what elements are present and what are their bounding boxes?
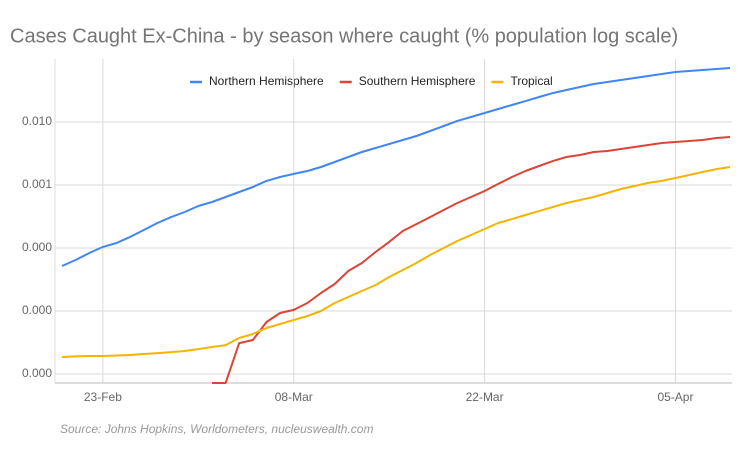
x-tick-label: 23-Feb: [84, 390, 122, 404]
chart-title: Cases Caught Ex-China - by season where …: [10, 25, 678, 47]
series-line: [61, 166, 731, 358]
y-tick-label: 0.001: [22, 177, 52, 191]
x-tick-label: 08-Mar: [275, 390, 313, 404]
x-tick-label: 05-Apr: [657, 390, 693, 404]
y-tick-label: 0.010: [22, 114, 52, 128]
y-tick-label: 0.000: [22, 303, 52, 317]
legend-label: Northern Hemisphere: [209, 74, 324, 88]
source-note: Source: Johns Hopkins, Worldometers, nuc…: [60, 422, 373, 436]
x-tick-label: 22-Mar: [466, 390, 504, 404]
legend: Northern Hemisphere Southern Hemisphere Tr…: [190, 74, 553, 88]
series-line: [61, 67, 731, 267]
legend-label: Tropical: [510, 74, 552, 88]
legend-label: Southern Hemisphere: [359, 74, 476, 88]
y-tick-label: 0.000: [22, 240, 52, 254]
series-line: [212, 136, 731, 384]
y-tick-label: 0.000: [22, 366, 52, 380]
